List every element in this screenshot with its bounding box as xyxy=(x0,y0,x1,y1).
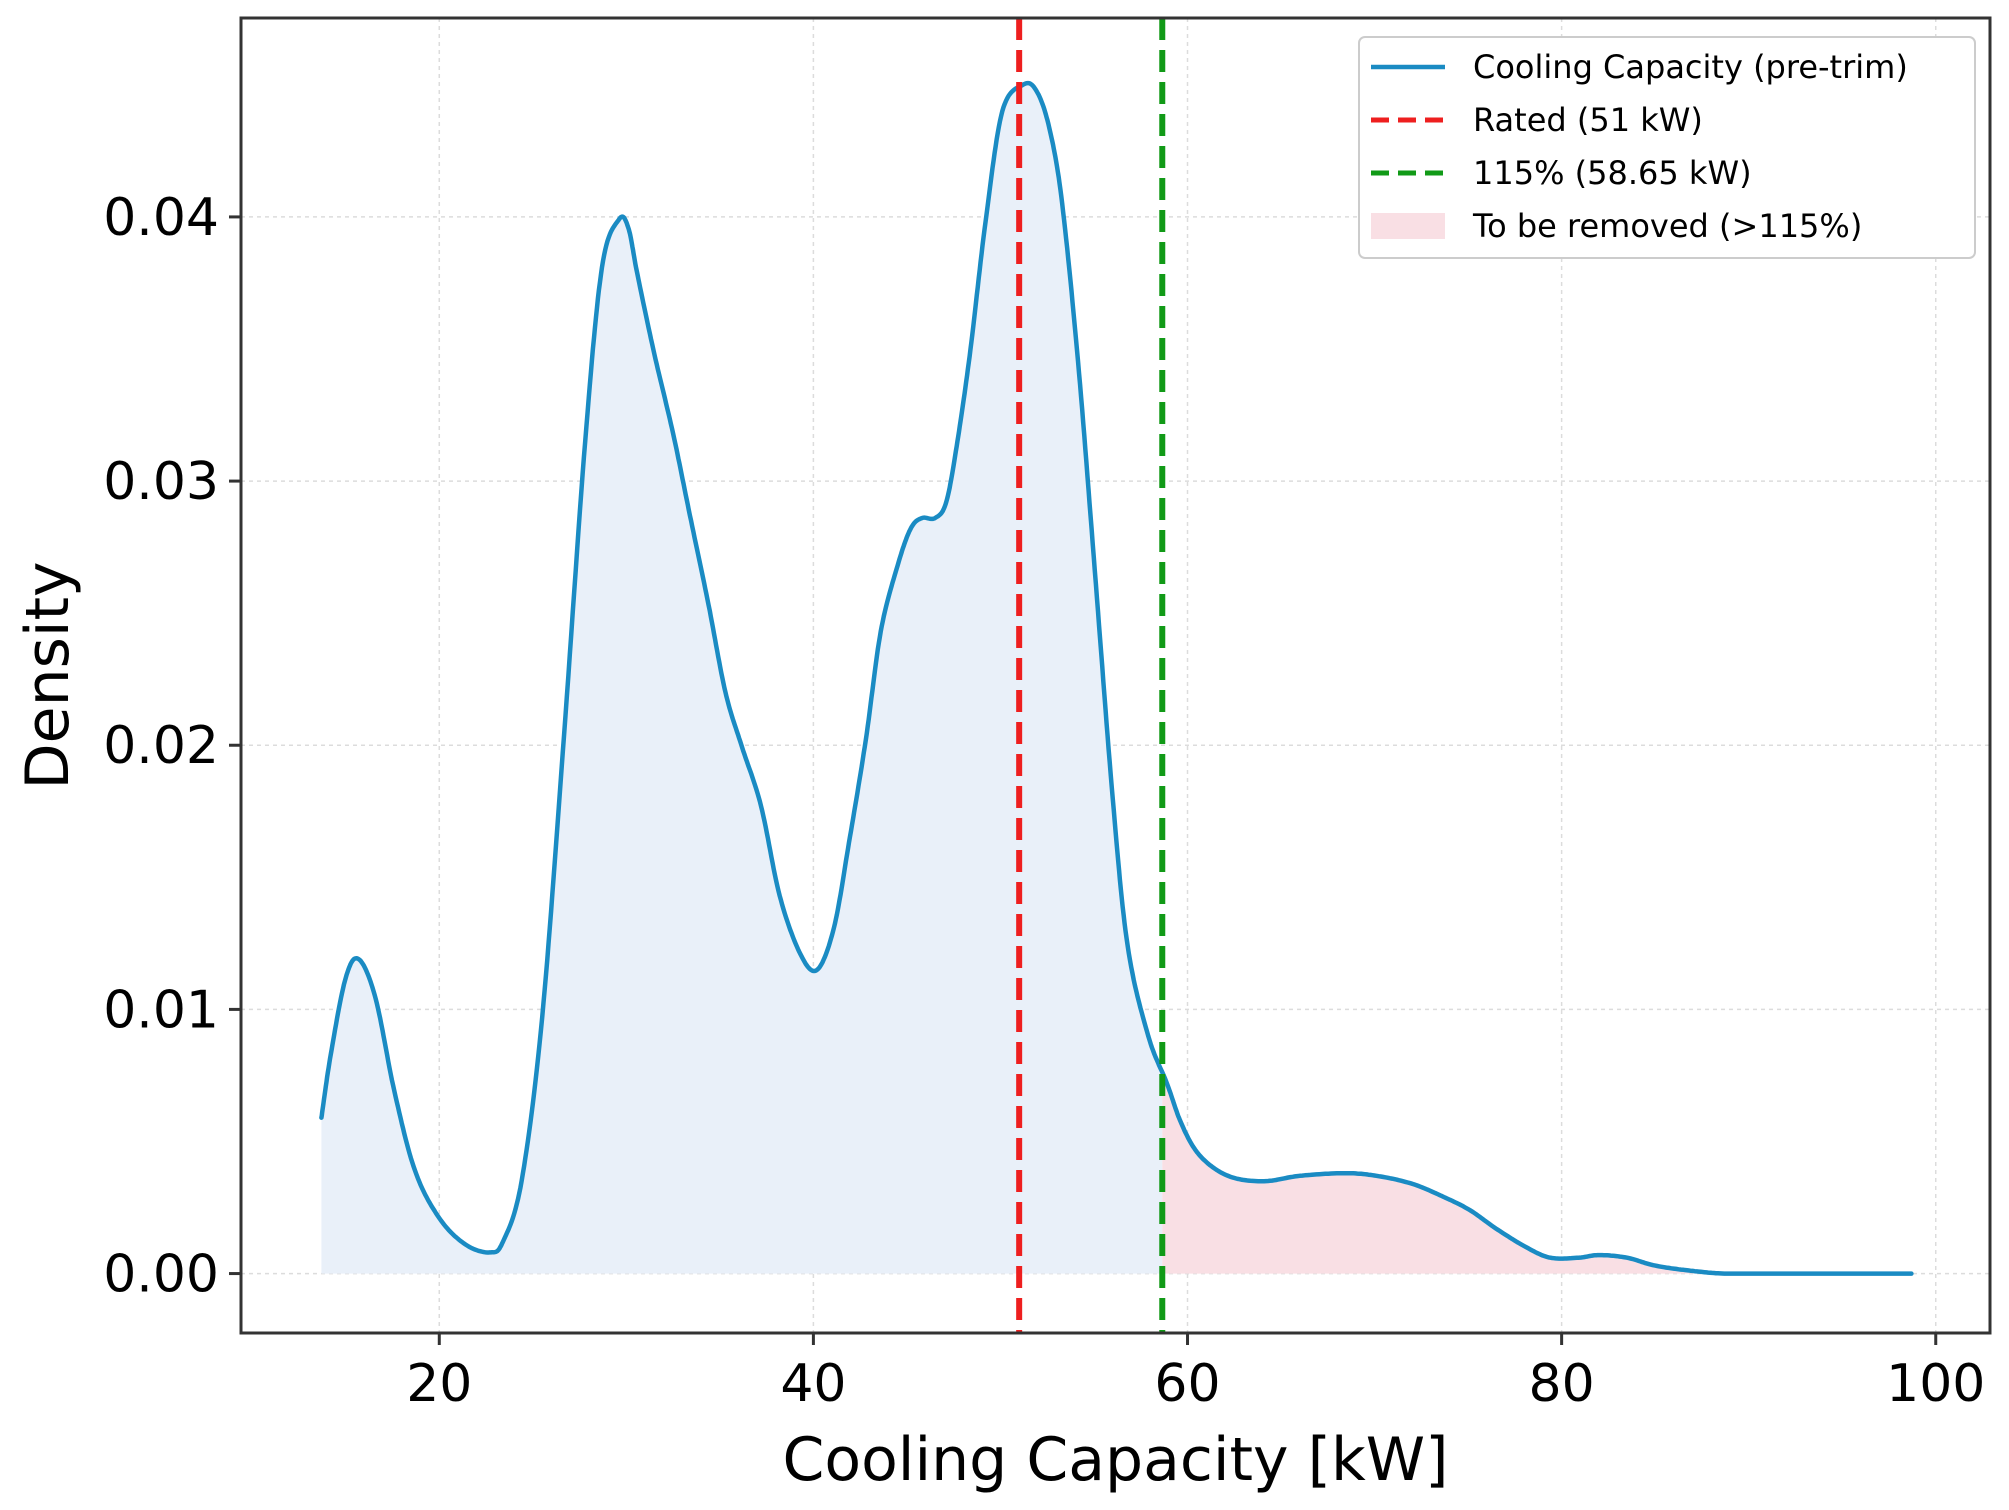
legend-label-rated: Rated (51 kW) xyxy=(1473,101,1703,139)
y-axis-ticks: 0.00 0.01 0.02 0.03 0.04 xyxy=(103,188,241,1305)
legend-label-removed: To be removed (>115%) xyxy=(1472,207,1862,245)
y-tick-label: 0.00 xyxy=(103,1245,219,1305)
legend-label-threshold: 115% (58.65 kW) xyxy=(1473,154,1752,192)
x-tick-label: 80 xyxy=(1529,1354,1595,1414)
y-tick-label: 0.03 xyxy=(103,452,219,512)
density-curve xyxy=(319,80,1914,1276)
legend-label-curve: Cooling Capacity (pre-trim) xyxy=(1473,48,1908,86)
density-fill-removed xyxy=(1162,1072,1912,1274)
y-tick-label: 0.02 xyxy=(103,716,219,776)
density-fill-kept xyxy=(321,83,1163,1274)
plot-frame xyxy=(239,16,1992,1335)
y-tick-label: 0.04 xyxy=(103,188,219,248)
legend: Cooling Capacity (pre-trim) Rated (51 kW… xyxy=(1358,36,1976,259)
x-tick-label: 100 xyxy=(1886,1354,1985,1414)
legend-box xyxy=(1358,36,1976,259)
y-axis-title: Density xyxy=(13,561,83,789)
x-tick-label: 60 xyxy=(1154,1354,1220,1414)
x-axis-title: Cooling Capacity [kW] xyxy=(782,1425,1448,1495)
legend-removed-patch xyxy=(1371,213,1445,239)
x-tick-label: 40 xyxy=(780,1354,846,1414)
y-tick-label: 0.01 xyxy=(103,980,219,1040)
x-tick-label: 20 xyxy=(406,1354,472,1414)
x-axis-ticks: 20 40 60 80 100 xyxy=(406,1333,1985,1414)
